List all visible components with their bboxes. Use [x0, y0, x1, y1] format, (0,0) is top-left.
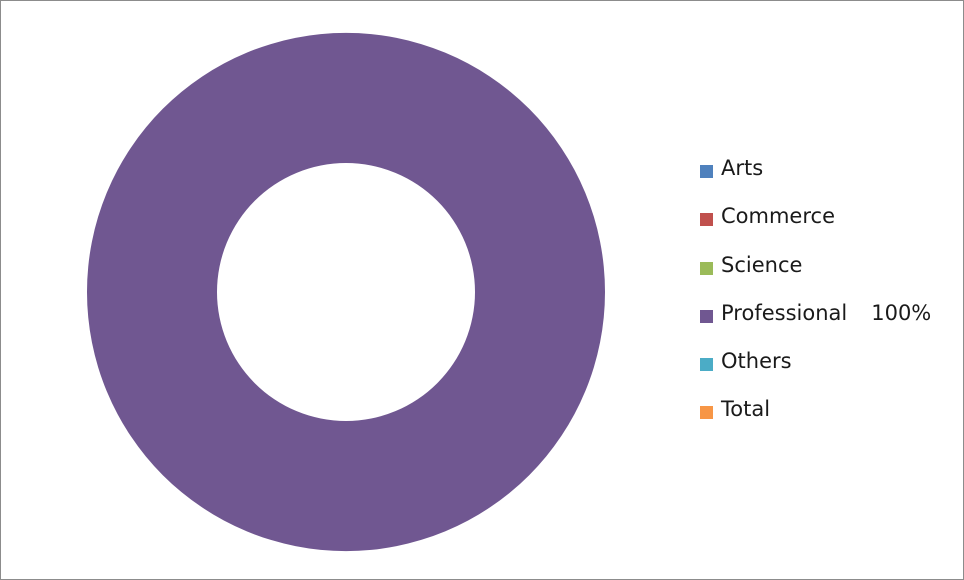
legend-swatch: [700, 165, 713, 178]
legend-item-arts: Arts: [700, 156, 931, 204]
legend-label: Commerce: [721, 204, 835, 229]
chart-legend: Arts Commerce Science Professional 100% Other…: [700, 156, 931, 446]
legend-item-total: Total: [700, 397, 931, 445]
legend-item-others: Others: [700, 349, 931, 397]
legend-label: Professional: [721, 300, 848, 325]
legend-swatch: [700, 309, 713, 323]
legend-item-science: Science: [700, 253, 931, 301]
legend-swatch: [700, 261, 713, 275]
legend-label: Arts: [721, 156, 764, 180]
legend-swatch: [700, 213, 713, 227]
legend-label: Others: [721, 349, 792, 374]
legend-swatch: [700, 406, 713, 420]
legend-item-commerce: Commerce: [700, 204, 931, 252]
legend-swatch: [700, 358, 713, 372]
donut-slice-professional: [86, 32, 606, 552]
legend-label: Total: [721, 397, 771, 422]
legend-item-professional: Professional 100%: [700, 301, 931, 349]
data-label: 100%: [871, 300, 932, 325]
legend-label: Science: [721, 252, 803, 277]
